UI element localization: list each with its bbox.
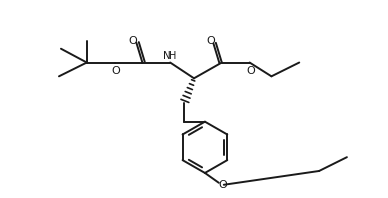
- Text: O: O: [111, 66, 120, 76]
- Text: O: O: [218, 180, 227, 190]
- Text: N: N: [163, 51, 171, 61]
- Text: O: O: [206, 36, 215, 46]
- Text: H: H: [170, 51, 177, 61]
- Text: O: O: [128, 36, 137, 46]
- Text: O: O: [246, 66, 255, 76]
